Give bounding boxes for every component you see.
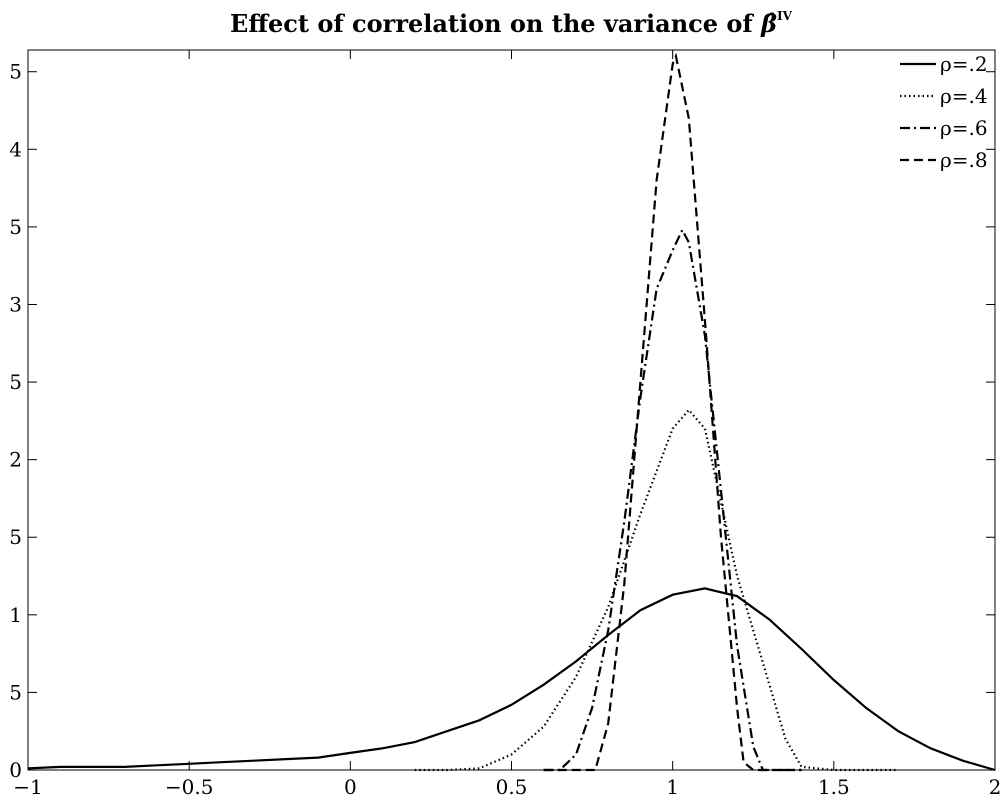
x-tick-label: 1 — [666, 775, 679, 799]
y-tick-label: 4 — [9, 137, 22, 161]
y-tick-label: 5 — [9, 680, 22, 704]
legend-label: ρ=.2 — [940, 52, 988, 76]
x-tick-label: −0.5 — [165, 775, 214, 799]
chart-title: Effect of correlation on the variance of… — [230, 9, 793, 38]
y-tick-label: 5 — [9, 370, 22, 394]
legend-label: ρ=.6 — [940, 116, 988, 140]
title-text: Effect of correlation on the variance of — [230, 9, 761, 38]
legend-label: ρ=.4 — [940, 84, 988, 108]
x-tick-label: 0 — [344, 775, 357, 799]
y-tick-label: 5 — [9, 215, 22, 239]
series-line — [27, 587, 996, 772]
legend-label: ρ=.8 — [940, 148, 988, 172]
x-tick-label: −1 — [13, 775, 42, 799]
title-superscript: IV — [777, 9, 793, 23]
y-tick-label: 2 — [9, 448, 22, 472]
x-tick-label: 0.5 — [496, 775, 528, 799]
y-tick-label: 5 — [9, 60, 22, 84]
y-tick-label: 1 — [9, 603, 22, 627]
y-tick-label: 3 — [9, 292, 22, 316]
y-tick-label: 0 — [9, 758, 22, 782]
series-line — [543, 52, 802, 772]
title-symbol: β̂ — [760, 9, 777, 38]
y-tick-label: 5 — [9, 525, 22, 549]
x-tick-label: 2 — [989, 775, 1002, 799]
series-line — [414, 408, 899, 772]
x-tick-label: 1.5 — [818, 775, 850, 799]
